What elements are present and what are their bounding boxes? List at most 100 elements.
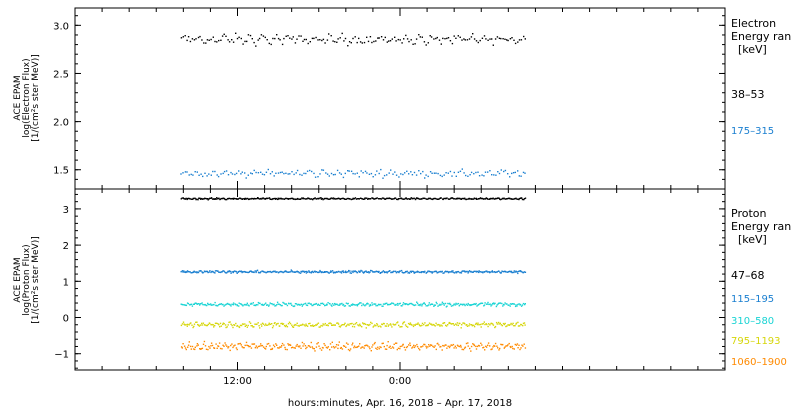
data-point <box>494 38 497 40</box>
data-point <box>485 303 488 305</box>
data-point <box>262 270 264 273</box>
data-point <box>453 35 455 37</box>
data-point <box>226 345 228 347</box>
data-point <box>378 172 380 175</box>
data-point <box>286 348 288 351</box>
data-point <box>388 172 390 174</box>
data-point <box>424 177 426 179</box>
data-point <box>296 304 299 306</box>
data-point <box>332 197 334 199</box>
data-point <box>481 197 484 200</box>
data-point <box>206 39 209 41</box>
data-point <box>517 321 519 324</box>
data-point <box>436 198 438 200</box>
data-point <box>275 304 278 306</box>
data-point <box>364 323 367 325</box>
data-point <box>472 198 475 200</box>
data-point <box>505 198 507 200</box>
data-point <box>239 197 242 199</box>
data-point <box>270 303 272 305</box>
data-point <box>275 197 277 200</box>
data-point <box>233 270 236 272</box>
data-point <box>220 39 222 41</box>
data-point <box>523 303 526 306</box>
data-point <box>370 198 372 200</box>
data-point <box>456 344 459 346</box>
data-point <box>439 303 441 306</box>
data-point <box>251 38 253 40</box>
data-point <box>314 176 317 178</box>
data-point <box>497 171 499 173</box>
data-point <box>365 304 367 306</box>
data-point <box>211 270 213 273</box>
data-point <box>242 305 244 307</box>
data-point <box>339 326 341 328</box>
data-point <box>228 41 231 43</box>
data-point <box>408 173 410 175</box>
data-point <box>191 38 194 40</box>
data-point <box>388 303 390 306</box>
data-point <box>224 342 226 344</box>
data-point <box>257 39 259 41</box>
data-point <box>386 197 388 200</box>
data-point <box>293 173 295 176</box>
data-point <box>252 302 254 304</box>
data-point <box>485 345 487 347</box>
data-point <box>340 173 342 175</box>
data-point <box>188 341 190 343</box>
data-point <box>353 326 356 328</box>
data-point <box>484 349 486 351</box>
data-point <box>205 270 207 273</box>
data-point <box>235 32 237 34</box>
data-point <box>238 197 241 199</box>
data-point <box>258 272 260 274</box>
data-point <box>499 198 502 201</box>
data-point <box>509 324 511 326</box>
data-point <box>196 198 198 200</box>
data-point <box>338 325 341 328</box>
data-point <box>485 270 487 272</box>
data-point <box>273 175 275 177</box>
data-point <box>368 324 370 327</box>
data-point <box>518 39 521 41</box>
data-point <box>443 174 445 176</box>
data-point <box>251 343 253 345</box>
data-point <box>492 271 494 273</box>
data-point <box>449 302 451 305</box>
data-point <box>486 198 488 200</box>
data-point <box>267 197 269 199</box>
data-point <box>244 344 246 347</box>
data-point <box>204 345 207 347</box>
data-point <box>446 347 448 349</box>
proton-legend-title-3: [keV] <box>738 233 767 246</box>
data-point <box>459 198 462 200</box>
data-point <box>199 348 201 350</box>
data-point <box>425 347 428 349</box>
data-point <box>325 324 327 326</box>
proton-legend: Proton Energy ran [keV] 47–68 115–195 31… <box>731 207 791 368</box>
data-point <box>437 323 439 326</box>
data-point <box>436 36 438 39</box>
data-point <box>294 198 296 201</box>
data-point <box>216 41 218 43</box>
data-point <box>389 345 391 347</box>
data-point <box>481 302 484 304</box>
data-point <box>372 344 374 346</box>
data-point <box>256 347 258 349</box>
data-point <box>380 36 383 38</box>
data-point <box>278 271 280 273</box>
data-point <box>416 323 418 325</box>
data-point <box>249 198 251 200</box>
data-point <box>315 36 317 39</box>
data-point <box>466 304 469 306</box>
data-point <box>295 172 297 174</box>
data-point <box>360 197 362 199</box>
data-point <box>180 346 183 348</box>
data-point <box>282 301 284 304</box>
data-point <box>340 324 342 327</box>
data-point <box>411 197 413 199</box>
data-point <box>523 343 525 345</box>
data-point <box>436 272 438 274</box>
data-point <box>498 37 501 39</box>
data-point <box>204 303 206 306</box>
